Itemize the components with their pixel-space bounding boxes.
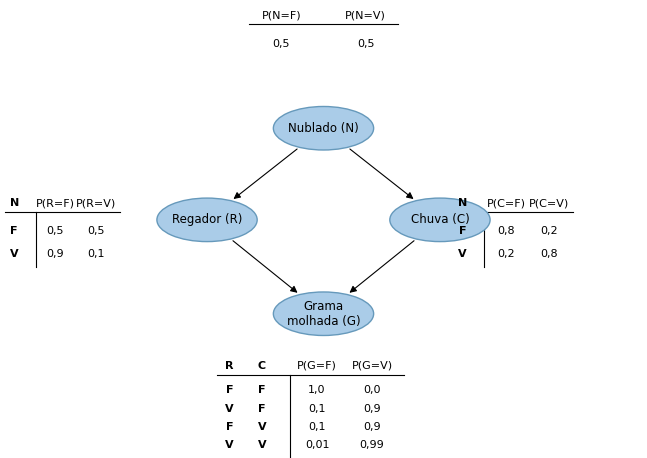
Text: P(C=F): P(C=F) <box>487 198 525 208</box>
Text: F: F <box>226 385 234 395</box>
Ellipse shape <box>157 198 258 242</box>
Text: 0,2: 0,2 <box>497 249 515 259</box>
Ellipse shape <box>274 292 374 335</box>
Text: V: V <box>225 440 234 450</box>
Text: 0,1: 0,1 <box>308 403 326 414</box>
Text: 0,0: 0,0 <box>363 385 381 395</box>
Text: N: N <box>458 198 467 208</box>
Text: F: F <box>258 385 266 395</box>
Text: N: N <box>10 198 19 208</box>
Text: 0,1: 0,1 <box>308 422 326 432</box>
Ellipse shape <box>389 198 490 242</box>
Text: 0,1: 0,1 <box>87 249 105 259</box>
Text: P(R=F): P(R=F) <box>36 198 74 208</box>
Text: F: F <box>459 226 466 236</box>
Text: F: F <box>10 226 18 236</box>
Text: 0,99: 0,99 <box>360 440 384 450</box>
Text: F: F <box>258 403 266 414</box>
Text: V: V <box>225 403 234 414</box>
Text: 0,5: 0,5 <box>272 39 291 49</box>
Text: 0,5: 0,5 <box>46 226 64 236</box>
Text: P(N=F): P(N=F) <box>261 11 302 21</box>
Text: V: V <box>258 422 267 432</box>
Text: 0,5: 0,5 <box>87 226 105 236</box>
Text: R: R <box>225 361 234 371</box>
Text: 0,8: 0,8 <box>540 249 558 259</box>
Text: 0,9: 0,9 <box>46 249 64 259</box>
Text: C: C <box>258 361 266 371</box>
Ellipse shape <box>274 107 374 150</box>
Text: P(C=V): P(C=V) <box>529 198 569 208</box>
Text: F: F <box>226 422 234 432</box>
Text: Nublado (N): Nublado (N) <box>288 122 359 135</box>
Text: Grama
molhada (G): Grama molhada (G) <box>287 300 360 328</box>
Text: V: V <box>258 440 267 450</box>
Text: V: V <box>458 249 467 259</box>
Text: P(N=V): P(N=V) <box>345 11 386 21</box>
Text: P(G=F): P(G=F) <box>297 361 337 371</box>
Text: 0,8: 0,8 <box>497 226 515 236</box>
Text: V: V <box>10 249 19 259</box>
Text: Chuva (C): Chuva (C) <box>411 213 469 226</box>
Text: 0,5: 0,5 <box>356 39 375 49</box>
Text: Regador (R): Regador (R) <box>172 213 242 226</box>
Text: 0,9: 0,9 <box>363 403 381 414</box>
Text: P(R=V): P(R=V) <box>76 198 116 208</box>
Text: 1,0: 1,0 <box>308 385 326 395</box>
Text: 0,01: 0,01 <box>305 440 329 450</box>
Text: P(G=V): P(G=V) <box>351 361 393 371</box>
Text: 0,2: 0,2 <box>540 226 558 236</box>
Text: 0,9: 0,9 <box>363 422 381 432</box>
